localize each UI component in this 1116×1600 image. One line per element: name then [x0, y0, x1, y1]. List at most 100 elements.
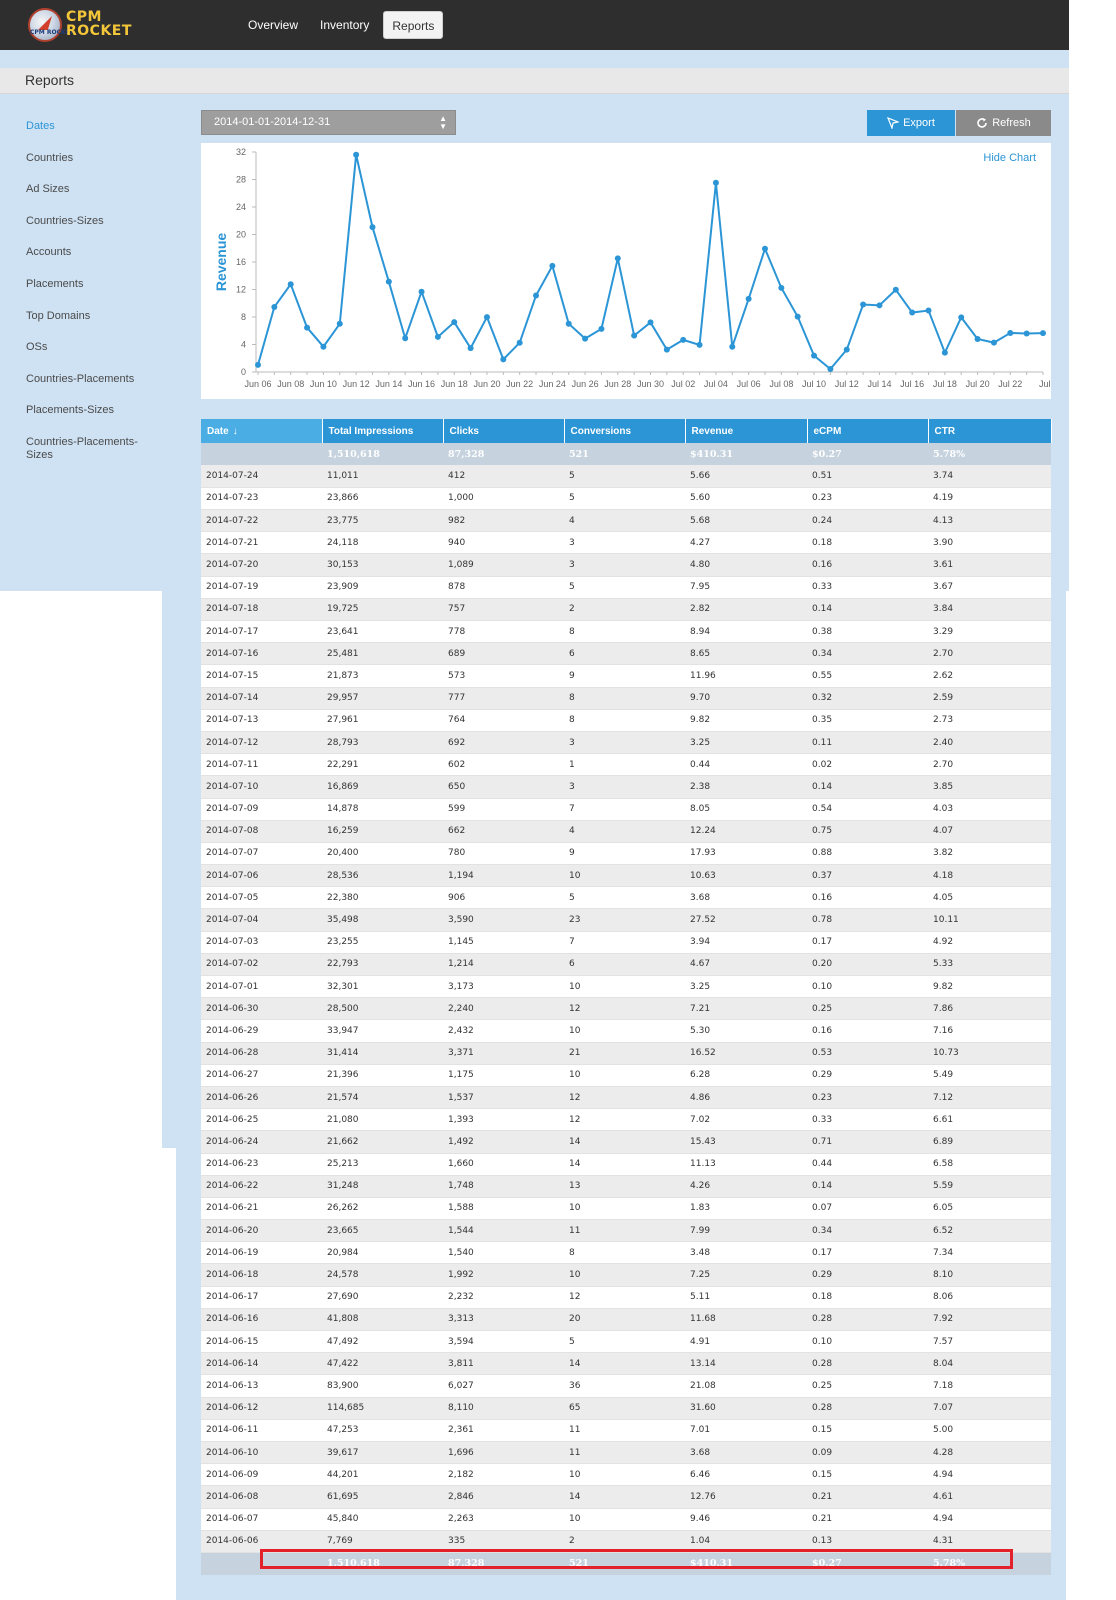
data-point[interactable]	[647, 319, 654, 326]
sidebar-item-countries[interactable]: Countries	[26, 151, 74, 164]
table-row[interactable]: 2014-07-24 11,011 412 5 5.66 0.51 3.74	[201, 465, 1051, 488]
table-row[interactable]: 2014-06-18 24,578 1,992 10 7.25 0.29 8.10	[201, 1263, 1051, 1287]
table-row[interactable]: 2014-06-22 31,248 1,748 13 4.26 0.14 5.59	[201, 1175, 1051, 1198]
table-row[interactable]: 2014-06-12 114,685 8,110 65 31.60 0.28 7.07	[201, 1397, 1051, 1420]
table-row[interactable]: 2014-06-09 44,201 2,182 10 6.46 0.15 4.94	[201, 1463, 1051, 1487]
data-point[interactable]	[304, 324, 311, 331]
table-row[interactable]: 2014-07-04 35,498 3,590 23 27.52 0.78 10.11	[201, 908, 1051, 932]
table-row[interactable]: 2014-06-19 20,984 1,540 8 3.48 0.17 7.34	[201, 1241, 1051, 1265]
data-point[interactable]	[483, 314, 490, 321]
table-row[interactable]: 2014-06-15 47,492 3,594 5 4.91 0.10 7.57	[201, 1330, 1051, 1354]
data-point[interactable]	[467, 345, 474, 352]
column-header-conversions[interactable]: Conversions	[564, 419, 686, 443]
table-row[interactable]: 2014-07-03 23,255 1,145 7 3.94 0.17 4.92	[201, 931, 1051, 954]
data-point[interactable]	[663, 346, 670, 353]
table-row[interactable]: 2014-07-01 32,301 3,173 10 3.25 0.10 9.82	[201, 975, 1051, 999]
table-row[interactable]: 2014-07-06 28,536 1,194 10 10.63 0.37 4.18	[201, 864, 1051, 888]
data-point[interactable]	[418, 288, 425, 295]
data-point[interactable]	[860, 301, 867, 308]
table-row[interactable]: 2014-06-14 47,422 3,811 14 13.14 0.28 8.04	[201, 1352, 1051, 1376]
column-header-ctr[interactable]: CTR	[928, 419, 1052, 443]
data-point[interactable]	[598, 325, 605, 332]
data-point[interactable]	[925, 307, 932, 314]
data-point[interactable]	[533, 292, 540, 299]
data-point[interactable]	[909, 309, 916, 316]
data-point[interactable]	[680, 336, 687, 343]
sidebar-item-dates[interactable]: Dates	[26, 120, 55, 132]
table-row[interactable]: 2014-07-08 16,259 662 4 12.24 0.75 4.07	[201, 820, 1051, 843]
table-row[interactable]: 2014-06-21 26,262 1,588 10 1.83 0.07 6.05	[201, 1197, 1051, 1221]
table-row[interactable]: 2014-06-11 47,253 2,361 11 7.01 0.15 5.00	[201, 1419, 1051, 1442]
column-header-clicks[interactable]: Clicks	[443, 419, 565, 443]
data-point[interactable]	[990, 339, 997, 346]
table-row[interactable]: 2014-07-07 20,400 780 9 17.93 0.88 3.82	[201, 842, 1051, 866]
refresh-button[interactable]: Refresh	[956, 110, 1051, 136]
data-point[interactable]	[974, 336, 981, 342]
data-point[interactable]	[369, 224, 376, 231]
data-point[interactable]	[271, 303, 278, 310]
hide-chart-link[interactable]: Hide Chart	[983, 152, 1036, 164]
sidebar-item-accounts[interactable]: Accounts	[26, 246, 72, 259]
data-point[interactable]	[451, 319, 458, 326]
data-point[interactable]	[255, 361, 261, 368]
table-row[interactable]: 2014-07-18 19,725 757 2 2.82 0.14 3.84	[201, 598, 1051, 622]
data-point[interactable]	[892, 286, 899, 293]
table-row[interactable]: 2014-07-19 23,909 878 5 7.95 0.33 3.67	[201, 576, 1051, 599]
table-row[interactable]: 2014-07-22 23,775 982 4 5.68 0.24 4.13	[201, 509, 1051, 533]
data-point[interactable]	[794, 313, 801, 320]
app-logo[interactable]: CPM ROCKET CPM ROCKET	[28, 8, 138, 42]
table-row[interactable]: 2014-07-17 23,641 778 8 8.94 0.38 3.29	[201, 620, 1051, 644]
date-range-select[interactable]: 2014-01-01-2014-12-31 ▲ ▼	[201, 110, 456, 135]
table-row[interactable]: 2014-06-08 61,695 2,846 14 12.76 0.21 4.61	[201, 1485, 1051, 1509]
table-row[interactable]: 2014-06-20 23,665 1,544 11 7.99 0.34 6.52	[201, 1219, 1051, 1243]
column-header-revenue[interactable]: Revenue	[685, 419, 808, 443]
table-row[interactable]: 2014-07-11 22,291 602 1 0.44 0.02 2.70	[201, 753, 1051, 777]
data-point[interactable]	[843, 346, 850, 353]
table-row[interactable]: 2014-07-10 16,869 650 3 2.38 0.14 3.85	[201, 775, 1051, 799]
table-row[interactable]: 2014-06-06 7,769 335 2 1.04 0.13 4.31	[201, 1530, 1051, 1553]
table-row[interactable]: 2014-07-02 22,793 1,214 6 4.67 0.20 5.33	[201, 953, 1051, 977]
data-point[interactable]	[549, 262, 556, 269]
data-point[interactable]	[353, 151, 360, 158]
data-point[interactable]	[500, 356, 507, 363]
sidebar-item-placements-sizes[interactable]: Placements-Sizes	[26, 404, 115, 417]
data-point[interactable]	[778, 284, 785, 291]
table-row[interactable]: 2014-06-10 39,617 1,696 11 3.68 0.09 4.28	[201, 1441, 1051, 1465]
sidebar-item-ad-sizes[interactable]: Ad Sizes	[26, 183, 70, 196]
data-point[interactable]	[320, 343, 327, 350]
table-row[interactable]: 2014-07-13 27,961 764 8 9.82 0.35 2.73	[201, 709, 1051, 732]
table-row[interactable]: 2014-06-25 21,080 1,393 12 7.02 0.33 6.61	[201, 1108, 1051, 1132]
data-point[interactable]	[402, 335, 409, 342]
data-point[interactable]	[941, 349, 948, 356]
nav-overview[interactable]: Overview	[248, 18, 299, 32]
sidebar-item-oss[interactable]: OSs	[26, 341, 48, 354]
table-row[interactable]: 2014-06-16 41,808 3,313 20 11.68 0.28 7.92	[201, 1308, 1051, 1332]
data-point[interactable]	[958, 314, 965, 321]
data-point[interactable]	[1023, 330, 1030, 337]
data-point[interactable]	[876, 302, 883, 309]
data-point[interactable]	[827, 365, 834, 372]
table-row[interactable]: 2014-06-17 27,690 2,232 12 5.11 0.18 8.06	[201, 1286, 1051, 1309]
table-row[interactable]: 2014-07-09 14,878 599 7 8.05 0.54 4.03	[201, 798, 1051, 821]
data-point[interactable]	[516, 339, 523, 346]
sidebar-item-top-domains[interactable]: Top Domains	[26, 309, 91, 322]
table-row[interactable]: 2014-07-16 25,481 689 6 8.65 0.34 2.70	[201, 642, 1051, 666]
sidebar-item-countries-sizes[interactable]: Countries-Sizes	[26, 214, 104, 227]
table-row[interactable]: 2014-07-23 23,866 1,000 5 5.60 0.23 4.19	[201, 487, 1051, 511]
data-point[interactable]	[729, 343, 736, 350]
nav-reports[interactable]: Reports	[383, 11, 444, 39]
data-point[interactable]	[745, 295, 752, 302]
data-point[interactable]	[287, 281, 294, 288]
table-row[interactable]: 2014-06-29 33,947 2,432 10 5.30 0.16 7.16	[201, 1019, 1051, 1043]
data-point[interactable]	[712, 179, 719, 186]
table-row[interactable]: 2014-06-13 83,900 6,027 36 21.08 0.25 7.18	[201, 1374, 1051, 1398]
data-point[interactable]	[336, 320, 343, 327]
data-point[interactable]	[1007, 329, 1014, 336]
table-row[interactable]: 2014-07-15 21,873 573 9 11.96 0.55 2.62	[201, 664, 1051, 688]
table-row[interactable]: 2014-06-28 31,414 3,371 21 16.52 0.53 10.73	[201, 1042, 1051, 1065]
data-point[interactable]	[631, 332, 638, 339]
table-row[interactable]: 2014-07-20 30,153 1,089 3 4.80 0.16 3.61	[201, 553, 1051, 577]
data-point[interactable]	[582, 335, 589, 342]
table-row[interactable]: 2014-06-26 21,574 1,537 12 4.86 0.23 7.12	[201, 1086, 1051, 1110]
table-row[interactable]: 2014-07-12 28,793 692 3 3.25 0.11 2.40	[201, 731, 1051, 755]
